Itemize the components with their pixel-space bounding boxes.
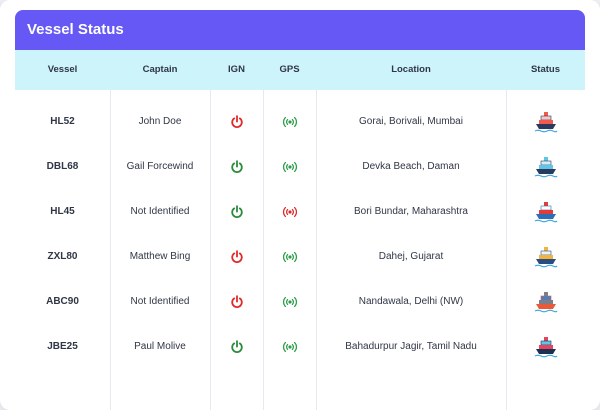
ferry-icon bbox=[506, 144, 585, 189]
gps-signal-icon bbox=[263, 189, 316, 234]
vessel-location: Devka Beach, Daman bbox=[362, 161, 460, 172]
gps-signal-icon bbox=[263, 234, 316, 279]
ignition-power-icon bbox=[210, 144, 263, 189]
vessel-id: ZXL80 bbox=[47, 251, 78, 262]
column-divider bbox=[263, 90, 264, 410]
vessel-id: HL52 bbox=[50, 116, 75, 127]
column-header-location[interactable]: Location bbox=[391, 64, 431, 75]
cargo-ship-icon bbox=[506, 279, 585, 324]
captain-name: John Doe bbox=[138, 116, 182, 127]
ignition-power-icon bbox=[210, 324, 263, 369]
vessel-id: JBE25 bbox=[47, 341, 78, 352]
ignition-power-icon bbox=[210, 234, 263, 279]
gps-signal-icon bbox=[263, 144, 316, 189]
card-title: Vessel Status bbox=[15, 10, 585, 50]
captain-name: Not Identified bbox=[130, 206, 190, 217]
vessel-location: Bori Bundar, Maharashtra bbox=[354, 206, 468, 217]
captain-name: Matthew Bing bbox=[129, 251, 191, 262]
ignition-power-icon bbox=[210, 279, 263, 324]
column-divider bbox=[210, 90, 211, 410]
ignition-power-icon bbox=[210, 99, 263, 144]
table-row[interactable]: ABC90 Not Identified Nandawala, Delhi (NW) bbox=[15, 279, 585, 324]
column-divider bbox=[316, 90, 317, 410]
table-header: Vessel Captain IGN GPS Location Status bbox=[15, 50, 585, 90]
vessel-id: HL45 bbox=[50, 206, 75, 217]
gps-signal-icon bbox=[263, 324, 316, 369]
vessel-location: Bahadurpur Jagir, Tamil Nadu bbox=[345, 341, 477, 352]
vessel-id: ABC90 bbox=[46, 296, 79, 307]
table-row[interactable]: HL45 Not Identified Bori Bundar, Maharasht… bbox=[15, 189, 585, 234]
captain-name: Not Identified bbox=[130, 296, 190, 307]
passenger-ship-icon bbox=[506, 189, 585, 234]
column-header-vessel[interactable]: Vessel bbox=[47, 64, 78, 75]
table-row[interactable]: ZXL80 Matthew Bing Dahej, Gujarat bbox=[15, 234, 585, 279]
gps-signal-icon bbox=[263, 99, 316, 144]
table-row[interactable]: JBE25 Paul Molive Bahadurpur Jagir, Tamil … bbox=[15, 324, 585, 369]
yacht-icon bbox=[506, 234, 585, 279]
column-header-captain[interactable]: Captain bbox=[142, 64, 178, 75]
cruise-ship-icon bbox=[506, 99, 585, 144]
gps-signal-icon bbox=[263, 279, 316, 324]
vessel-id: DBL68 bbox=[46, 161, 79, 172]
vessel-location: Nandawala, Delhi (NW) bbox=[358, 296, 464, 307]
vessel-location: Dahej, Gujarat bbox=[378, 251, 444, 262]
ignition-power-icon bbox=[210, 189, 263, 234]
captain-name: Paul Molive bbox=[134, 341, 186, 352]
column-header-status[interactable]: Status bbox=[530, 64, 561, 75]
container-ship-icon bbox=[506, 324, 585, 369]
vessel-table: Vessel Captain IGN GPS Location Status H… bbox=[15, 50, 585, 410]
column-divider bbox=[506, 90, 507, 410]
column-divider bbox=[110, 90, 111, 410]
table-row[interactable]: DBL68 Gail Forcewind Devka Beach, Daman bbox=[15, 144, 585, 189]
table-row[interactable]: HL52 John Doe Gorai, Borivali, Mumbai bbox=[15, 99, 585, 144]
vessel-location: Gorai, Borivali, Mumbai bbox=[359, 116, 463, 127]
column-header-gps[interactable]: GPS bbox=[279, 64, 300, 75]
captain-name: Gail Forcewind bbox=[126, 161, 194, 172]
column-header-ign[interactable]: IGN bbox=[228, 64, 245, 75]
